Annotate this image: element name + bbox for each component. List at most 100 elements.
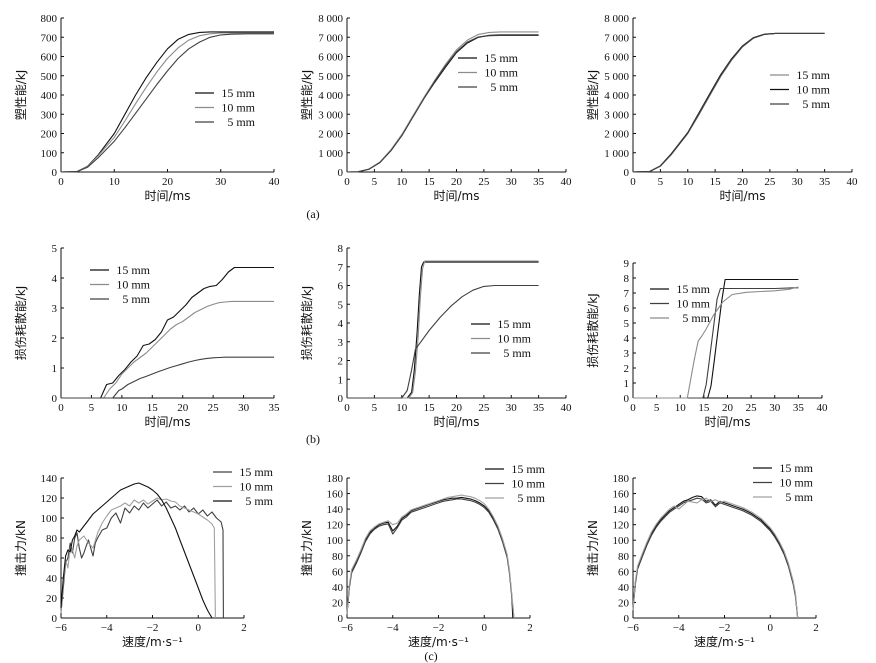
y-tick-label: 6 xyxy=(624,303,630,315)
y-tick-label: 20 xyxy=(618,597,630,609)
legend-label: 15 mm xyxy=(497,317,531,331)
chart-b3: 0 5 10 15 20 25 30 35 400123456789时间/ms损伤耗散能/kJ1… xyxy=(585,258,828,429)
y-tick-label: 800 xyxy=(41,13,58,25)
x-tick-label: 10 xyxy=(396,402,408,414)
legend-label: 5 mm xyxy=(503,346,531,360)
y-tick-label: 700 xyxy=(41,32,58,44)
y-tick-label: 200 xyxy=(41,129,58,141)
series-line-15-mm xyxy=(61,266,274,399)
legend-label: 10 mm xyxy=(676,297,710,311)
y-tick-label: 180 xyxy=(327,473,344,485)
y-tick-label: 0 xyxy=(338,167,344,179)
y-tick-label: 120 xyxy=(327,520,344,532)
y-axis-label: 塑性能/kJ xyxy=(299,70,314,121)
legend-label: 15 mm xyxy=(779,461,813,475)
legend-label: 15 mm xyxy=(221,86,255,100)
x-tick-label: −2 xyxy=(719,622,731,634)
y-tick-label: 3 000 xyxy=(604,109,629,121)
x-tick-label: −2 xyxy=(433,622,445,634)
x-axis-label: 速度/m·s⁻¹ xyxy=(122,634,183,649)
y-tick-label: 3 000 xyxy=(318,109,343,121)
x-tick-label: 30 xyxy=(506,402,518,414)
x-tick-label: 0 xyxy=(344,402,350,414)
x-tick-label: −2 xyxy=(147,622,159,634)
x-tick-label: 35 xyxy=(269,402,281,414)
legend-label: 10 mm xyxy=(497,332,531,346)
chart-b1: 0 5 10 15 20 25 30 35 0 1 2 3 4 5 时间/ms 损伤耗散能/kJ 15 mm10… xyxy=(13,243,280,429)
x-tick-label: 20 xyxy=(451,176,463,188)
legend-label: 10 mm xyxy=(511,477,545,491)
series-line-15-mm xyxy=(632,495,799,619)
series-line-10-mm xyxy=(633,287,799,399)
series-line-5-mm xyxy=(61,356,274,399)
x-tick-label: 0 xyxy=(58,402,64,414)
y-tick-label: 1 000 xyxy=(604,148,629,160)
x-tick-label: 2 xyxy=(813,622,819,634)
x-tick-label: 5 xyxy=(89,402,95,414)
y-tick-label: 5 000 xyxy=(604,71,629,83)
x-tick-label: −6 xyxy=(55,622,67,634)
y-tick-label: 8 xyxy=(338,243,344,255)
x-tick-label: 40 xyxy=(817,402,829,414)
x-tick-label: 20 xyxy=(737,176,749,188)
series-line-15-mm xyxy=(633,278,799,399)
y-tick-label: 8 xyxy=(624,273,630,285)
x-tick-label: 40 xyxy=(269,176,281,188)
y-tick-label: 2 xyxy=(338,356,344,368)
x-axis-label: 时间/ms xyxy=(720,189,766,203)
y-tick-label: 100 xyxy=(41,148,58,160)
y-tick-label: 140 xyxy=(613,504,630,516)
chart-c2: −6 −4 −2 0 2020406080100120140160180速度/m·s⁻¹… xyxy=(299,462,546,649)
y-tick-label: 5 000 xyxy=(318,71,343,83)
legend-label: 15 mm xyxy=(676,282,710,296)
y-tick-label: 2 000 xyxy=(604,129,629,141)
y-tick-label: 8 000 xyxy=(604,13,629,25)
x-tick-label: 10 xyxy=(109,176,121,188)
x-tick-label: 35 xyxy=(533,176,545,188)
legend-label: 15 mm xyxy=(484,51,518,65)
series-line-15-mm xyxy=(632,32,825,173)
x-axis-label: 时间/ms xyxy=(705,415,751,429)
legend-label: 10 mm xyxy=(221,101,255,115)
y-tick-label: 0 xyxy=(624,393,630,405)
x-tick-label: 15 xyxy=(147,402,159,414)
series-line-10-mm xyxy=(61,300,274,399)
x-tick-label: 10 xyxy=(116,402,128,414)
series-line-10-mm xyxy=(60,32,274,173)
y-tick-label: 0 xyxy=(52,393,58,405)
y-tick-label: 4 xyxy=(52,273,58,285)
y-tick-label: 4 xyxy=(338,318,344,330)
y-tick-label: 9 xyxy=(624,258,630,270)
y-tick-label: 120 xyxy=(41,493,58,505)
y-tick-label: 0 xyxy=(338,393,344,405)
y-tick-label: 500 xyxy=(41,71,58,83)
x-tick-label: 30 xyxy=(792,176,804,188)
y-tick-label: 140 xyxy=(327,504,344,516)
y-tick-label: 1 xyxy=(338,374,344,386)
series-line-15-mm xyxy=(347,261,539,399)
series-line-5-mm xyxy=(346,494,515,619)
y-axis-label: 损伤耗散能/kJ xyxy=(299,286,314,361)
x-tick-label: 2 xyxy=(241,622,247,634)
x-tick-label: 0 xyxy=(344,176,350,188)
x-tick-label: −4 xyxy=(387,622,399,634)
y-tick-label: 4 000 xyxy=(604,90,629,102)
legend-label: 5 mm xyxy=(122,292,150,306)
chart-a1: 0 10 20 30 400100200300400500600700800时间/ms塑… xyxy=(13,13,280,203)
y-tick-label: 3 xyxy=(624,348,630,360)
legend-label: 15 mm xyxy=(511,462,545,476)
legend-label: 10 mm xyxy=(239,480,273,494)
x-tick-label: 0 xyxy=(630,176,636,188)
x-tick-label: 0 xyxy=(630,402,636,414)
x-tick-label: 5 xyxy=(654,402,660,414)
chart-c3: −6 −4 −2 0 2020406080100120140160180速度/m·s⁻¹… xyxy=(585,461,819,649)
x-tick-label: 5 xyxy=(372,176,378,188)
x-tick-label: 25 xyxy=(478,176,490,188)
x-tick-label: 30 xyxy=(506,176,518,188)
x-tick-label: 5 xyxy=(372,402,378,414)
